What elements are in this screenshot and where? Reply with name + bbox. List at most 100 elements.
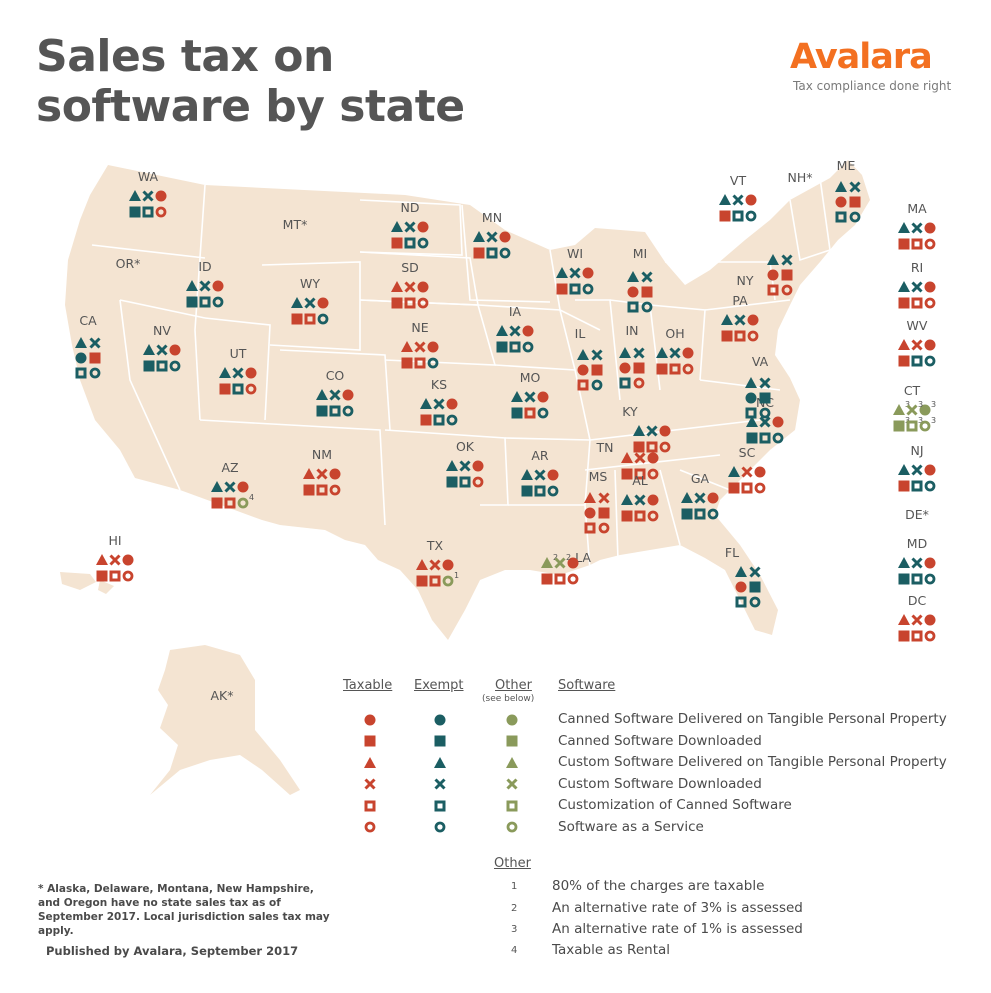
saas-ring-symbol [317, 313, 329, 325]
state-md: MD [898, 536, 936, 585]
customization-hollow-square-symbol [142, 206, 154, 218]
custom-tpp-triangle-symbol [835, 181, 847, 192]
note-superscript: 3 [931, 416, 936, 425]
state-label: IA [509, 304, 522, 319]
legend-canned-download-square-exempt [434, 735, 446, 747]
customization-hollow-square-symbol [669, 363, 681, 375]
custom-download-x-symbol [694, 492, 706, 504]
customization-hollow-square-symbol [732, 210, 744, 222]
canned-download-square-symbol [473, 247, 485, 259]
state-label: NY [737, 273, 754, 288]
custom-download-x-symbol [911, 614, 923, 626]
custom-tpp-triangle-symbol [584, 492, 596, 503]
canned-download-square-symbol [446, 476, 458, 488]
custom-download-x-symbol [224, 481, 236, 493]
custom-download-x-symbol [906, 404, 918, 416]
canned-tpp-circle-symbol [427, 341, 439, 353]
note-superscript: 3 [931, 400, 936, 409]
contiguous-us-land [65, 160, 870, 640]
state-label: CA [79, 313, 97, 328]
custom-download-x-symbol [911, 281, 923, 293]
custom-download-x-symbol [156, 344, 168, 356]
canned-download-square-symbol [316, 405, 328, 417]
state-label: NM [312, 447, 332, 462]
canned-tpp-circle-symbol [122, 554, 134, 566]
state-label: WV [907, 318, 928, 333]
canned-download-square-symbol [591, 364, 603, 376]
state-ma: MA [898, 201, 936, 250]
canned-tpp-circle-symbol [745, 194, 757, 206]
saas-ring-symbol [417, 237, 429, 249]
legend-col-taxable: Taxable [343, 678, 393, 693]
note-superscript: 4 [249, 493, 254, 502]
state-ks: KS [420, 377, 458, 426]
canned-download-square-symbol [186, 296, 198, 308]
saas-ring-symbol [749, 596, 761, 608]
customization-hollow-square-symbol [906, 420, 918, 432]
other-note-number: 2 [511, 903, 518, 914]
legend-col-other: Other [495, 678, 532, 693]
custom-tpp-triangle-symbol [719, 194, 731, 205]
state-ut: UT [219, 346, 257, 395]
custom-tpp-triangle-symbol [496, 325, 508, 336]
custom-download-x-symbol [598, 492, 610, 504]
customization-hollow-square-symbol [745, 407, 757, 419]
canned-tpp-circle-symbol [547, 469, 559, 481]
customization-hollow-square-symbol [524, 407, 536, 419]
saas-ring-symbol [522, 341, 534, 353]
other-note-number: 4 [511, 945, 518, 956]
state-nm: NM [303, 447, 341, 496]
canned-tpp-circle-symbol [745, 392, 757, 404]
custom-tpp-triangle-symbol [627, 271, 639, 282]
custom-tpp-triangle-symbol [96, 554, 108, 565]
canned-download-square-symbol [211, 497, 223, 509]
note-superscript: 3 [905, 400, 910, 409]
custom-download-x-symbol [749, 566, 761, 578]
custom-tpp-triangle-symbol [893, 404, 905, 415]
custom-tpp-triangle-symbol [541, 557, 553, 568]
canned-download-square-symbol [893, 420, 905, 432]
customization-hollow-square-symbol [554, 573, 566, 585]
customization-hollow-square-symbol [735, 596, 747, 608]
customization-hollow-square-symbol [224, 497, 236, 509]
customization-hollow-square-symbol [534, 485, 546, 497]
state-wv: WV [898, 318, 936, 367]
canned-tpp-circle-symbol [442, 559, 454, 571]
saas-ring-symbol [89, 367, 101, 379]
canned-tpp-circle-symbol [924, 614, 936, 626]
hawaii-land [60, 572, 114, 594]
canned-download-square-symbol [681, 508, 693, 520]
state-label: HI [108, 533, 121, 548]
legend-row-label: Custom Software Downloaded [558, 776, 762, 792]
canned-download-square-symbol [728, 482, 740, 494]
custom-tpp-triangle-symbol [898, 614, 910, 625]
custom-download-x-symbol [404, 221, 416, 233]
canned-tpp-circle-symbol [342, 389, 354, 401]
custom-tpp-triangle-symbol [735, 566, 747, 577]
saas-ring-symbol [659, 441, 671, 453]
state-label: MI [633, 246, 647, 261]
canned-download-square-symbol [898, 630, 910, 642]
state-label: TX [426, 538, 444, 553]
saas-ring-symbol [707, 508, 719, 520]
saas-ring-symbol [155, 206, 167, 218]
canned-tpp-circle-symbol [212, 280, 224, 292]
custom-tpp-triangle-symbol [521, 469, 533, 480]
saas-ring-symbol [329, 484, 341, 496]
state-ok: OK [446, 439, 484, 488]
custom-download-x-symbol [641, 271, 653, 283]
avalara-logo[interactable]: Avalara Tax compliance done right [790, 38, 960, 93]
custom-tpp-triangle-symbol [416, 559, 428, 570]
other-note-text: Taxable as Rental [552, 942, 671, 958]
custom-tpp-triangle-symbol [767, 254, 779, 265]
state-nh: NH* [788, 170, 813, 185]
canned-download-square-symbol [898, 573, 910, 585]
custom-download-x-symbol [781, 254, 793, 266]
state-wi: WI [556, 246, 594, 295]
state-ms: MS [584, 469, 610, 534]
canned-download-square-symbol [303, 484, 315, 496]
custom-tpp-triangle-symbol [728, 466, 740, 477]
canned-download-square-symbol [656, 363, 668, 375]
saas-ring-symbol [598, 522, 610, 534]
state-label: GA [691, 471, 710, 486]
